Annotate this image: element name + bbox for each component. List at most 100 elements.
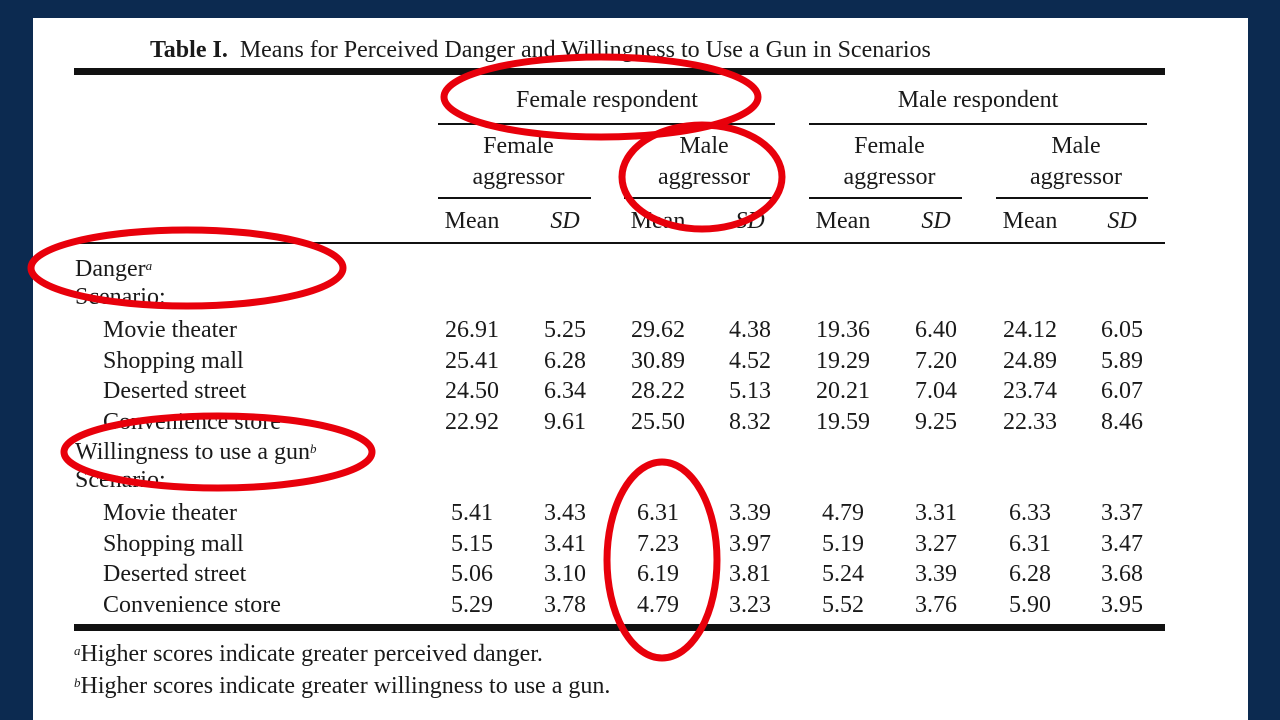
table-cell: 4.38 xyxy=(729,317,771,343)
subgroup-header-line2: aggressor xyxy=(658,164,750,190)
table-cell: 7.04 xyxy=(915,378,957,404)
table-cell: 6.40 xyxy=(915,317,957,343)
stat-header-sd: SD xyxy=(1107,208,1137,234)
table-cell: 25.50 xyxy=(631,408,685,435)
table-cell: 5.06 xyxy=(451,561,493,587)
highlight-ellipse-danger xyxy=(27,226,347,310)
note-mark: a xyxy=(145,258,153,273)
stat-header-sd: SD xyxy=(550,208,580,234)
subgroup-rule xyxy=(438,197,591,199)
table-cell: 19.36 xyxy=(816,317,870,343)
table-cell: 3.41 xyxy=(544,530,586,557)
highlight-ellipse-male-aggressor xyxy=(618,121,786,233)
stat-header-mean: Mean xyxy=(815,208,871,234)
table-cell: 24.50 xyxy=(445,378,499,404)
table-cell: 3.95 xyxy=(1101,591,1143,618)
header-rule xyxy=(74,242,1165,244)
table-cell: 25.41 xyxy=(445,347,499,374)
footnote-mark: b xyxy=(74,675,81,690)
table-cell: 6.31 xyxy=(1009,530,1051,557)
subgroup-header-line2: aggressor xyxy=(1030,164,1122,190)
table-label: Table I. xyxy=(150,37,228,63)
group-header-female: Female respondent xyxy=(516,87,698,113)
table-cell: 22.33 xyxy=(1003,408,1057,435)
table-cell: 5.13 xyxy=(729,378,771,404)
row-label: Deserted street xyxy=(103,561,247,587)
section-heading: Dangera xyxy=(75,255,152,283)
table-cell: 5.52 xyxy=(822,591,864,618)
subgroup-rule xyxy=(624,197,776,199)
highlight-ellipse-female-respondent xyxy=(440,53,762,141)
footnote-mark: a xyxy=(74,643,81,658)
table-cell: 3.97 xyxy=(729,530,771,557)
table-cell: 3.31 xyxy=(915,500,957,526)
table-cell: 5.15 xyxy=(451,530,493,557)
subgroup-rule xyxy=(809,197,962,199)
table-cell: 29.62 xyxy=(631,317,685,343)
subgroup-header-line1: Male xyxy=(1051,133,1101,159)
table-cell: 3.78 xyxy=(544,591,586,618)
table-cell: 8.32 xyxy=(729,408,771,435)
table-cell: 30.89 xyxy=(631,347,685,374)
subgroup-header-line1: Male xyxy=(679,133,729,159)
table-cell: 8.46 xyxy=(1101,408,1143,435)
table-cell: 6.31 xyxy=(637,500,679,526)
table-cell: 23.74 xyxy=(1003,378,1057,404)
row-label: Convenience store xyxy=(103,591,281,618)
table-cell: 3.37 xyxy=(1101,500,1143,526)
row-label: Shopping mall xyxy=(103,347,244,374)
table-cell: 3.68 xyxy=(1101,561,1143,587)
subgroup-header-line2: aggressor xyxy=(843,164,936,190)
table-cell: 5.90 xyxy=(1009,591,1051,618)
table-cell: 5.41 xyxy=(451,500,493,526)
table-cell: 20.21 xyxy=(816,378,870,404)
table-cell: 7.23 xyxy=(637,530,679,557)
table-cell: 9.61 xyxy=(544,408,586,435)
footnote-text: Higher scores indicate greater willingne… xyxy=(80,673,611,699)
row-label: Movie theater xyxy=(103,317,237,343)
table-cell: 3.43 xyxy=(544,500,586,526)
subgroup-rule xyxy=(996,197,1148,199)
table-cell: 6.28 xyxy=(544,347,586,374)
table-cell: 3.27 xyxy=(915,530,957,557)
table-cell: 24.89 xyxy=(1003,347,1057,374)
table-cell: 4.79 xyxy=(822,500,864,526)
table-cell: 3.10 xyxy=(544,561,586,587)
section-heading-text: Willingness to use a gun xyxy=(75,439,311,465)
highlight-ellipse-gun-column xyxy=(603,458,721,662)
table-cell: 5.19 xyxy=(822,530,864,557)
table-cell: 19.29 xyxy=(816,347,870,374)
table-cell: 4.52 xyxy=(729,347,771,374)
footnote-b: bHigher scores indicate greater willingn… xyxy=(74,672,610,700)
table-cell: 28.22 xyxy=(631,378,685,404)
group-rule xyxy=(809,123,1147,125)
table-cell: 6.07 xyxy=(1101,378,1143,404)
table-cell: 6.33 xyxy=(1009,500,1051,526)
row-label: Movie theater xyxy=(103,500,237,526)
table-cell: 3.81 xyxy=(729,561,771,587)
stat-header-mean: Mean xyxy=(444,208,500,234)
table-cell: 3.76 xyxy=(915,591,957,618)
table-cell: 26.91 xyxy=(445,317,499,343)
subgroup-header-line1: Female xyxy=(854,133,925,159)
footnote-a: aHigher scores indicate greater perceive… xyxy=(74,640,543,668)
stat-header-sd: SD xyxy=(921,208,951,234)
table-cell: 19.59 xyxy=(816,408,870,435)
table-cell: 7.20 xyxy=(915,347,957,374)
table-cell: 6.19 xyxy=(637,561,679,587)
table-cell: 9.25 xyxy=(915,408,957,435)
highlight-ellipse-willingness xyxy=(60,412,376,492)
note-mark: b xyxy=(310,441,317,456)
section-heading: Willingness to use a gunb xyxy=(75,438,317,466)
footnote-text: Higher scores indicate greater perceived… xyxy=(80,641,543,667)
subgroup-header-line2: aggressor xyxy=(472,164,565,190)
table-cell: 24.12 xyxy=(1003,317,1057,343)
table-cell: 5.89 xyxy=(1101,347,1143,374)
table-cell: 3.39 xyxy=(729,500,771,526)
row-label: Shopping mall xyxy=(103,530,244,557)
stat-header-mean: Mean xyxy=(1002,208,1058,234)
table-cell: 6.34 xyxy=(544,378,586,404)
section-heading-text: Danger xyxy=(75,256,146,282)
table-cell: 5.24 xyxy=(822,561,864,587)
